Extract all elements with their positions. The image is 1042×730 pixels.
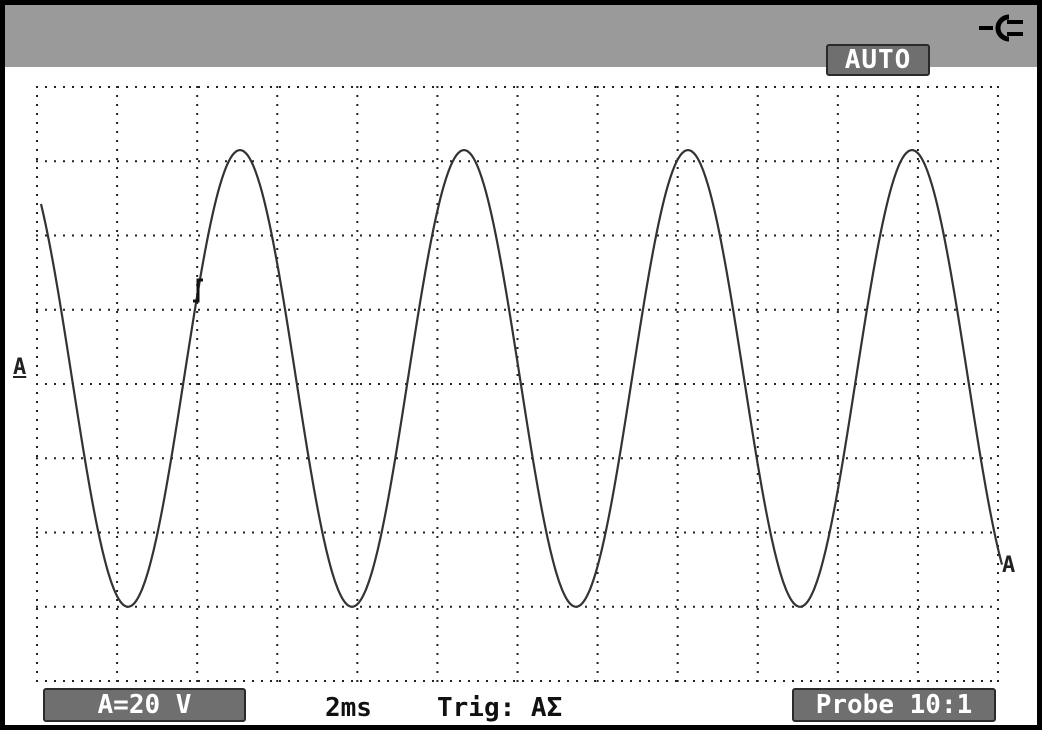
- auto-mode-badge: AUTO: [826, 44, 930, 76]
- channel-a-trace-label: A: [1002, 553, 1016, 578]
- graticule-grid: [36, 86, 999, 682]
- channel-a-ground-marker: A: [13, 355, 27, 380]
- channel-scale-badge[interactable]: A=20 V: [43, 688, 246, 722]
- trigger-readout: Trig: AƩ: [437, 693, 563, 723]
- trigger-level-icon: [193, 278, 203, 303]
- timebase-readout: 2ms: [325, 693, 372, 723]
- channel-a-trace: [39, 148, 1004, 608]
- power-plug-icon: [979, 14, 1023, 42]
- waveform-display: [36, 86, 1004, 682]
- probe-ratio-badge[interactable]: Probe 10:1: [792, 688, 996, 722]
